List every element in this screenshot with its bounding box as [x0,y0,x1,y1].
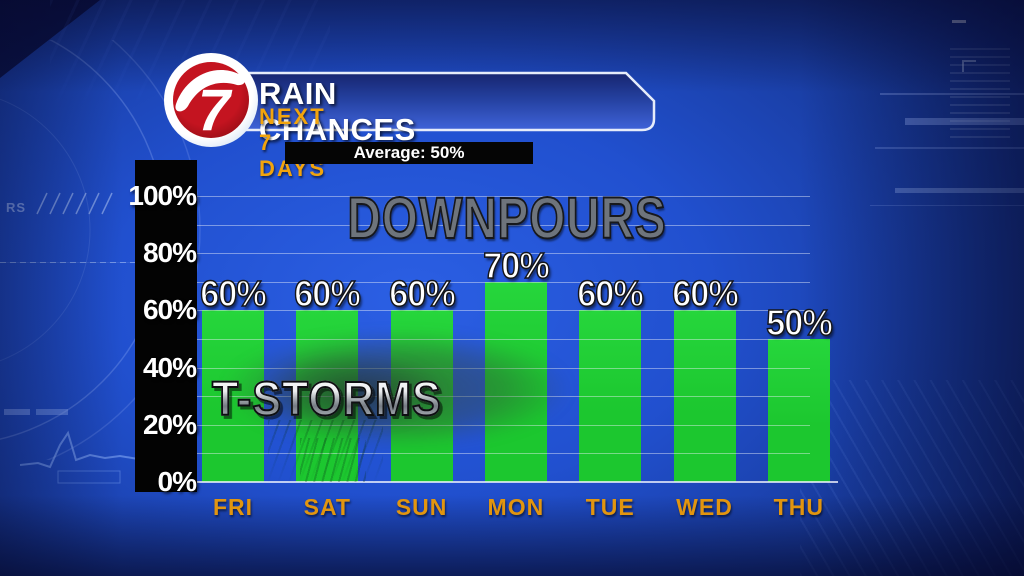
average-chip: Average: 50% [285,142,533,164]
logo-numeral: 7 [198,78,233,143]
tstorms-annotation: T-STORMS [211,372,442,427]
rain-streaks-icon [300,438,366,482]
y-tick-80pct: 80% [142,237,197,269]
average-label: Average: 50% [353,143,465,162]
channel-7-logo-icon: 7 [164,53,258,147]
y-tick-100pct: 100% [128,180,197,211]
day-label-thu: THU [773,494,824,520]
value-label-thu: 50% [765,301,833,344]
gridline-50pct [197,339,810,340]
y-tick-40pct: 40% [142,351,197,383]
y-tick-20pct: 20% [142,408,197,440]
bar-thu [767,339,830,482]
downpours-annotation: DOWNPOURS [347,186,667,251]
